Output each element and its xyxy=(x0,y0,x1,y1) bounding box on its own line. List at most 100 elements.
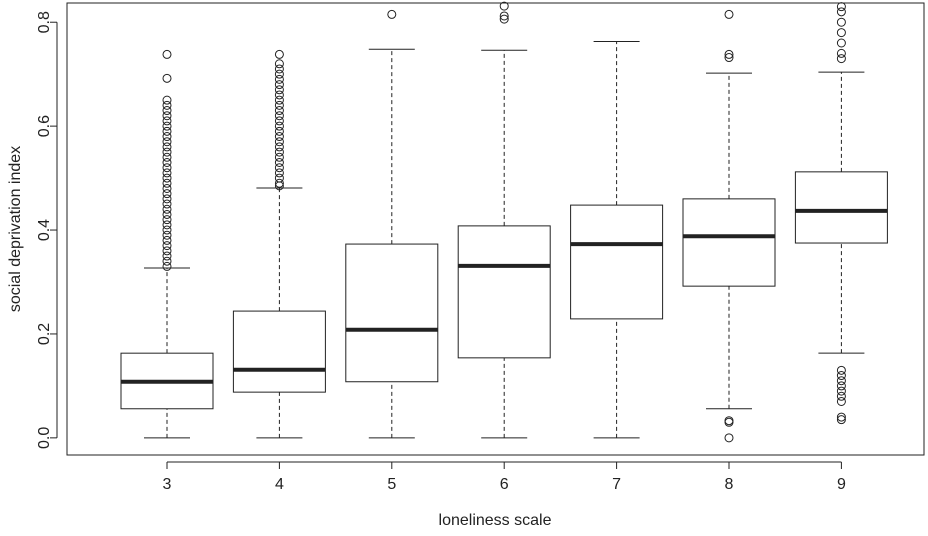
outlier xyxy=(836,7,846,17)
outlier xyxy=(274,121,284,131)
outlier xyxy=(274,100,284,110)
outlier xyxy=(724,417,734,427)
x-tick-label: 4 xyxy=(275,476,284,493)
outlier xyxy=(162,142,172,152)
outlier xyxy=(836,17,846,27)
x-tick-label: 8 xyxy=(725,476,734,493)
outlier xyxy=(274,111,284,121)
outlier xyxy=(274,168,284,178)
outlier xyxy=(162,106,172,116)
outlier xyxy=(274,152,284,162)
x-tick-label: 3 xyxy=(163,476,172,493)
outlier xyxy=(274,116,284,126)
outlier xyxy=(724,9,734,19)
outlier xyxy=(162,183,172,193)
outlier xyxy=(162,251,172,261)
outlier xyxy=(836,386,846,396)
outlier xyxy=(162,261,172,271)
outlier xyxy=(836,391,846,401)
outlier xyxy=(724,49,734,59)
outlier xyxy=(836,48,846,58)
box xyxy=(794,171,888,244)
outlier xyxy=(162,220,172,230)
outlier xyxy=(162,152,172,162)
plot-frame xyxy=(66,2,925,456)
outlier xyxy=(274,59,284,69)
outlier xyxy=(162,194,172,204)
x-tick-label: 7 xyxy=(612,476,621,493)
outlier xyxy=(499,11,509,21)
outlier xyxy=(162,163,172,173)
box xyxy=(345,243,439,383)
outlier xyxy=(836,376,846,386)
outlier xyxy=(162,126,172,136)
outlier xyxy=(387,9,397,19)
outlier xyxy=(724,53,734,63)
outlier xyxy=(724,433,734,443)
x-tick-label: 5 xyxy=(387,476,396,493)
outlier xyxy=(274,147,284,157)
outlier xyxy=(274,157,284,167)
x-axis-label: loneliness scale xyxy=(439,512,552,529)
outlier xyxy=(162,204,172,214)
outlier xyxy=(836,381,846,391)
outlier xyxy=(836,54,846,64)
outlier xyxy=(274,90,284,100)
y-tick-label: 0.4 xyxy=(36,219,53,241)
outlier xyxy=(162,147,172,157)
outlier xyxy=(162,95,172,105)
outlier xyxy=(836,2,846,12)
x-tick-label: 6 xyxy=(500,476,509,493)
box xyxy=(570,204,664,320)
outlier xyxy=(836,28,846,38)
outlier xyxy=(836,396,846,406)
outlier xyxy=(836,415,846,425)
outlier xyxy=(274,142,284,152)
outlier xyxy=(274,49,284,59)
outlier xyxy=(274,173,284,183)
outlier xyxy=(162,189,172,199)
outlier xyxy=(274,69,284,79)
outlier xyxy=(162,137,172,147)
y-tick-label: 0.2 xyxy=(36,323,53,345)
outlier xyxy=(274,106,284,116)
y-tick-label: 0.0 xyxy=(36,427,53,449)
y-tick-label: 0.6 xyxy=(36,115,53,137)
outlier xyxy=(162,157,172,167)
outlier xyxy=(162,235,172,245)
outlier xyxy=(162,215,172,225)
box xyxy=(232,310,326,393)
outlier xyxy=(162,225,172,235)
outlier xyxy=(162,256,172,266)
outlier xyxy=(274,74,284,84)
box xyxy=(457,225,551,359)
outlier xyxy=(836,412,846,422)
y-axis-label: social deprivation index xyxy=(7,146,24,312)
outlier xyxy=(499,14,509,24)
outlier xyxy=(499,1,509,11)
outlier xyxy=(162,178,172,188)
outlier xyxy=(162,173,172,183)
box xyxy=(682,198,776,287)
outlier xyxy=(162,246,172,256)
outlier xyxy=(162,111,172,121)
y-tick-label: 0.8 xyxy=(36,11,53,33)
outlier xyxy=(274,178,284,188)
x-tick-label: 9 xyxy=(837,476,846,493)
outlier xyxy=(162,230,172,240)
outlier xyxy=(836,38,846,48)
outlier xyxy=(162,100,172,110)
outlier xyxy=(162,49,172,59)
outlier xyxy=(836,365,846,375)
outlier xyxy=(162,199,172,209)
outlier xyxy=(836,371,846,381)
outlier xyxy=(274,132,284,142)
outlier xyxy=(274,85,284,95)
outlier xyxy=(274,80,284,90)
outlier xyxy=(274,64,284,74)
outlier xyxy=(274,163,284,173)
outlier xyxy=(274,95,284,105)
outlier xyxy=(162,116,172,126)
outlier xyxy=(162,209,172,219)
